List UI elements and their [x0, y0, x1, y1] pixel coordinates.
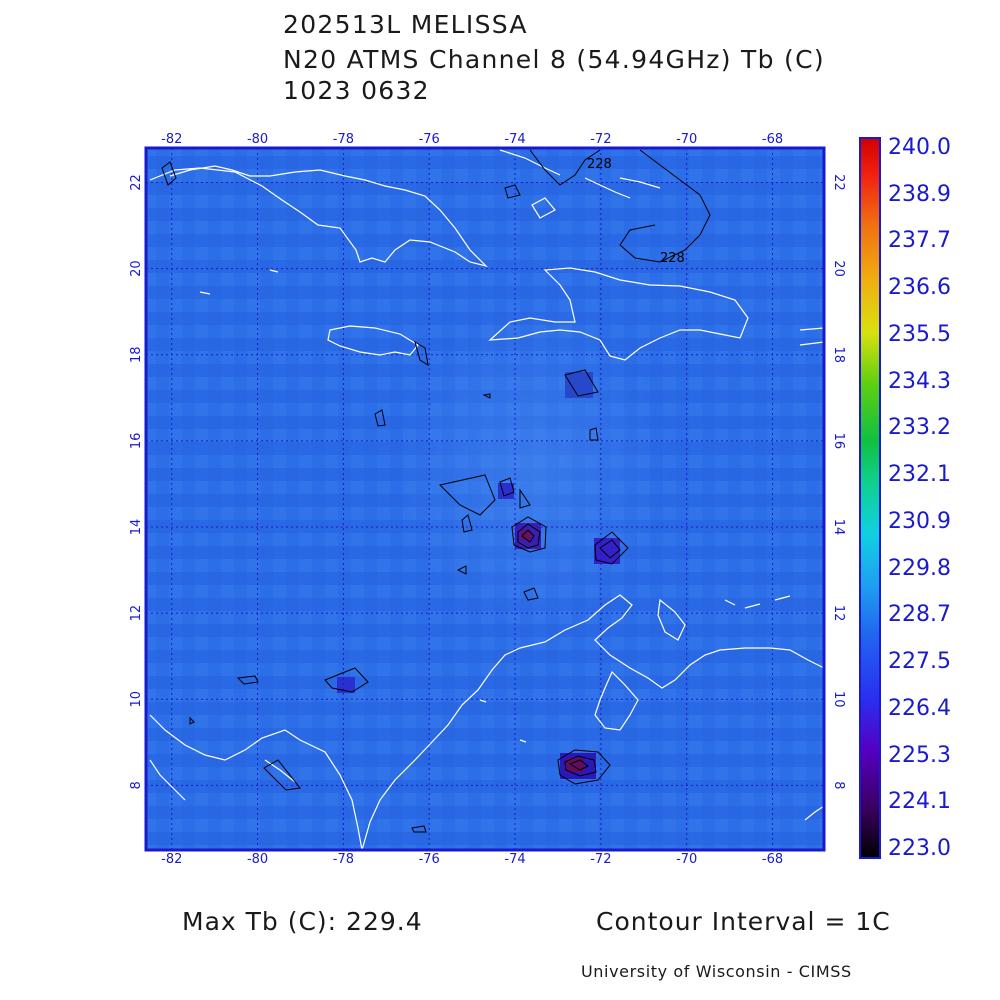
lat-tick-right: 16	[831, 433, 846, 450]
storm-title: 202513L MELISSA	[283, 10, 528, 39]
lon-tick-top: -76	[419, 132, 440, 147]
colorbar-tick-label: 237.7	[888, 228, 951, 254]
lon-tick-bottom: -70	[676, 852, 697, 867]
lon-tick-bottom: -76	[419, 852, 440, 867]
lat-tick-left: 16	[129, 433, 144, 450]
colorbar-tick-label: 227.5	[888, 649, 951, 675]
map-frame	[144, 146, 826, 852]
colorbar-tick-label: 226.4	[888, 695, 951, 721]
datetime-title: 1023 0632	[283, 76, 430, 105]
lon-tick-bottom: -78	[333, 852, 354, 867]
lon-tick-bottom: -82	[161, 852, 182, 867]
colorbar	[859, 137, 881, 859]
colorbar-tick-label: 225.3	[888, 742, 951, 768]
colorbar-tick-label: 232.1	[888, 462, 951, 488]
lat-tick-right: 18	[831, 346, 846, 363]
colorbar-tick-label: 234.3	[888, 368, 951, 394]
lon-tick-bottom: -72	[590, 852, 611, 867]
lon-tick-top: -68	[762, 132, 783, 147]
lat-tick-left: 8	[129, 781, 144, 789]
colorbar-tick-label: 228.7	[888, 602, 951, 628]
lon-tick-bottom: -80	[247, 852, 268, 867]
lon-tick-bottom: -68	[762, 852, 783, 867]
axis-ticks: -82 -82 -80 -80 -78 -78 -76 -76 -74 -74 -72 -72 -70 -…	[129, 132, 846, 867]
colorbar-tick-label: 235.5	[888, 321, 951, 347]
lon-tick-top: -74	[504, 132, 525, 147]
contour-interval-label: Contour Interval = 1C	[596, 907, 891, 936]
max-tb-label: Max Tb (C): 229.4	[182, 907, 423, 936]
contour-label: 228	[587, 157, 612, 172]
lat-lon-grid	[146, 148, 824, 850]
colorbar-tick-label: 240.0	[888, 135, 951, 160]
colorbar-tick-label: 236.6	[888, 275, 951, 301]
lat-tick-left: 10	[129, 691, 144, 708]
lat-tick-right: 22	[831, 174, 846, 191]
lat-tick-right: 8	[831, 781, 846, 789]
colorbar-tick-label: 233.2	[888, 415, 951, 441]
lat-tick-left: 14	[129, 519, 144, 536]
colorbar-tick-label: 229.8	[888, 555, 951, 581]
colorbar-tick-label: 223.0	[888, 836, 951, 861]
colorbar-tick-label: 224.1	[888, 789, 951, 815]
contours	[161, 149, 711, 833]
lon-tick-top: -78	[333, 132, 354, 147]
product-title: N20 ATMS Channel 8 (54.94GHz) Tb (C)	[283, 45, 825, 74]
lat-tick-right: 20	[831, 260, 846, 277]
lat-tick-left: 12	[129, 605, 144, 622]
warm-center	[390, 300, 670, 640]
lat-tick-right: 10	[831, 691, 846, 708]
lon-tick-top: -80	[247, 132, 268, 147]
coastlines	[149, 149, 825, 851]
contour-label: 228	[660, 251, 685, 266]
lon-tick-top: -72	[590, 132, 611, 147]
lat-tick-left: 18	[129, 346, 144, 363]
lat-tick-right: 14	[831, 519, 846, 536]
lon-tick-top: -82	[161, 132, 182, 147]
cold-spots	[337, 372, 620, 779]
credit-label: University of Wisconsin - CIMSS	[581, 962, 852, 981]
colorbar-tick-label: 238.9	[888, 181, 951, 207]
lat-tick-left: 22	[129, 174, 144, 191]
lon-tick-top: -70	[676, 132, 697, 147]
lon-tick-bottom: -74	[504, 852, 525, 867]
colorbar-tick-label: 230.9	[888, 508, 951, 534]
lat-tick-left: 20	[129, 260, 144, 277]
lat-tick-right: 12	[831, 605, 846, 622]
